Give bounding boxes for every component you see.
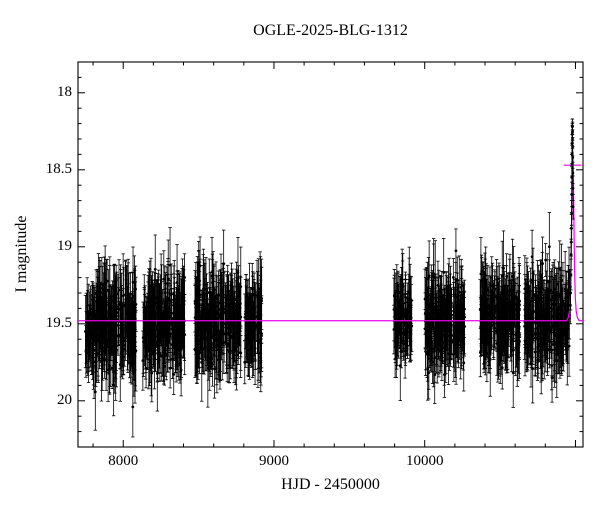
x-axis-label: HJD - 2450000 — [281, 476, 380, 493]
chart-title: OGLE-2025-BLG-1312 — [253, 22, 408, 39]
y-tick-label: 19 — [57, 237, 72, 254]
y-tick-label: 20 — [57, 391, 72, 408]
y-tick-label: 19.5 — [45, 314, 72, 331]
x-tick-label: 8000 — [108, 453, 139, 469]
x-tick-label: 10000 — [405, 453, 444, 469]
y-tick-label: 18.5 — [45, 160, 72, 177]
y-tick-label: 18 — [57, 83, 72, 100]
x-tick-label: 9000 — [258, 453, 289, 469]
